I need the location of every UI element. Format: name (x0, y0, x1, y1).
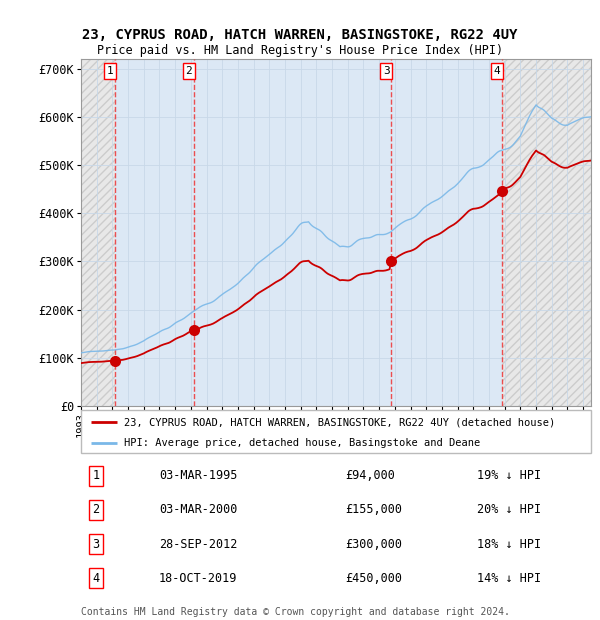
Text: 1: 1 (92, 469, 100, 482)
Text: 2: 2 (185, 66, 192, 76)
Text: Contains HM Land Registry data © Crown copyright and database right 2024.: Contains HM Land Registry data © Crown c… (81, 607, 510, 618)
Text: £155,000: £155,000 (345, 503, 402, 516)
Text: 18% ↓ HPI: 18% ↓ HPI (477, 538, 541, 551)
Text: 20% ↓ HPI: 20% ↓ HPI (477, 503, 541, 516)
Bar (81, 59, 115, 406)
Text: 1: 1 (107, 66, 114, 76)
Text: 3: 3 (92, 538, 100, 551)
Text: HPI: Average price, detached house, Basingstoke and Deane: HPI: Average price, detached house, Basi… (124, 438, 481, 448)
Text: Price paid vs. HM Land Registry's House Price Index (HPI): Price paid vs. HM Land Registry's House … (97, 45, 503, 57)
Text: 03-MAR-1995: 03-MAR-1995 (159, 469, 238, 482)
Text: £450,000: £450,000 (345, 572, 402, 585)
Text: 14% ↓ HPI: 14% ↓ HPI (477, 572, 541, 585)
Text: 18-OCT-2019: 18-OCT-2019 (159, 572, 238, 585)
Text: 4: 4 (92, 572, 100, 585)
Text: £94,000: £94,000 (345, 469, 395, 482)
Text: 2: 2 (92, 503, 100, 516)
FancyBboxPatch shape (81, 410, 591, 453)
Text: 4: 4 (493, 66, 500, 76)
Text: 19% ↓ HPI: 19% ↓ HPI (477, 469, 541, 482)
Text: 3: 3 (383, 66, 389, 76)
Text: 28-SEP-2012: 28-SEP-2012 (159, 538, 238, 551)
Text: 23, CYPRUS ROAD, HATCH WARREN, BASINGSTOKE, RG22 4UY: 23, CYPRUS ROAD, HATCH WARREN, BASINGSTO… (82, 29, 518, 42)
Text: 03-MAR-2000: 03-MAR-2000 (159, 503, 238, 516)
Bar (502, 59, 591, 406)
Text: £300,000: £300,000 (345, 538, 402, 551)
Text: 23, CYPRUS ROAD, HATCH WARREN, BASINGSTOKE, RG22 4UY (detached house): 23, CYPRUS ROAD, HATCH WARREN, BASINGSTO… (124, 417, 556, 427)
